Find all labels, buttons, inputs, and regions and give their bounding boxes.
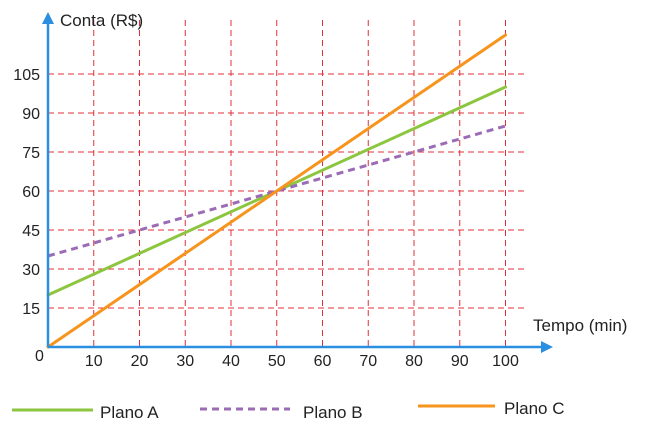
y-tick-label: 45: [22, 223, 40, 240]
x-axis-title: Tempo (min): [533, 316, 627, 335]
legend-label: Plano A: [100, 403, 159, 422]
x-tick-label: 30: [176, 353, 194, 370]
legend-label: Plano C: [504, 399, 564, 418]
series-layer: [46, 33, 507, 349]
x-tick-label: 20: [131, 353, 149, 370]
y-tick-label: 90: [22, 106, 40, 123]
x-tick-label: 10: [85, 353, 103, 370]
y-axis-title: Conta (R$): [60, 11, 143, 30]
y-tick-label: 15: [22, 301, 40, 318]
y-tick-label: 75: [22, 145, 40, 162]
x-tick-label: 40: [222, 353, 240, 370]
legend-label: Plano B: [303, 403, 363, 422]
x-tick-label: 60: [314, 353, 332, 370]
x-tick-label: 80: [405, 353, 423, 370]
x-axis-arrow-icon: [541, 341, 553, 353]
y-tick-label: 105: [13, 67, 40, 84]
series-line-3: [46, 33, 507, 349]
tick-labels: 10 20 30 40 50 60 70 80 90 100 15 30 45 60 75 90 105: [13, 67, 519, 370]
x-tick-label: 100: [492, 353, 519, 370]
y-axis-arrow-icon: [42, 12, 54, 24]
grid: [48, 20, 528, 347]
x-tick-label: 90: [451, 353, 469, 370]
x-tick-label: 70: [359, 353, 377, 370]
axes: [42, 12, 553, 353]
series-line-2: [47, 124, 506, 258]
origin-label: 0: [35, 348, 44, 365]
y-tick-label: 30: [22, 262, 40, 279]
x-tick-label: 50: [268, 353, 286, 370]
y-tick-label: 60: [22, 184, 40, 201]
legend: Plano A Plano B Plano C: [12, 399, 564, 422]
